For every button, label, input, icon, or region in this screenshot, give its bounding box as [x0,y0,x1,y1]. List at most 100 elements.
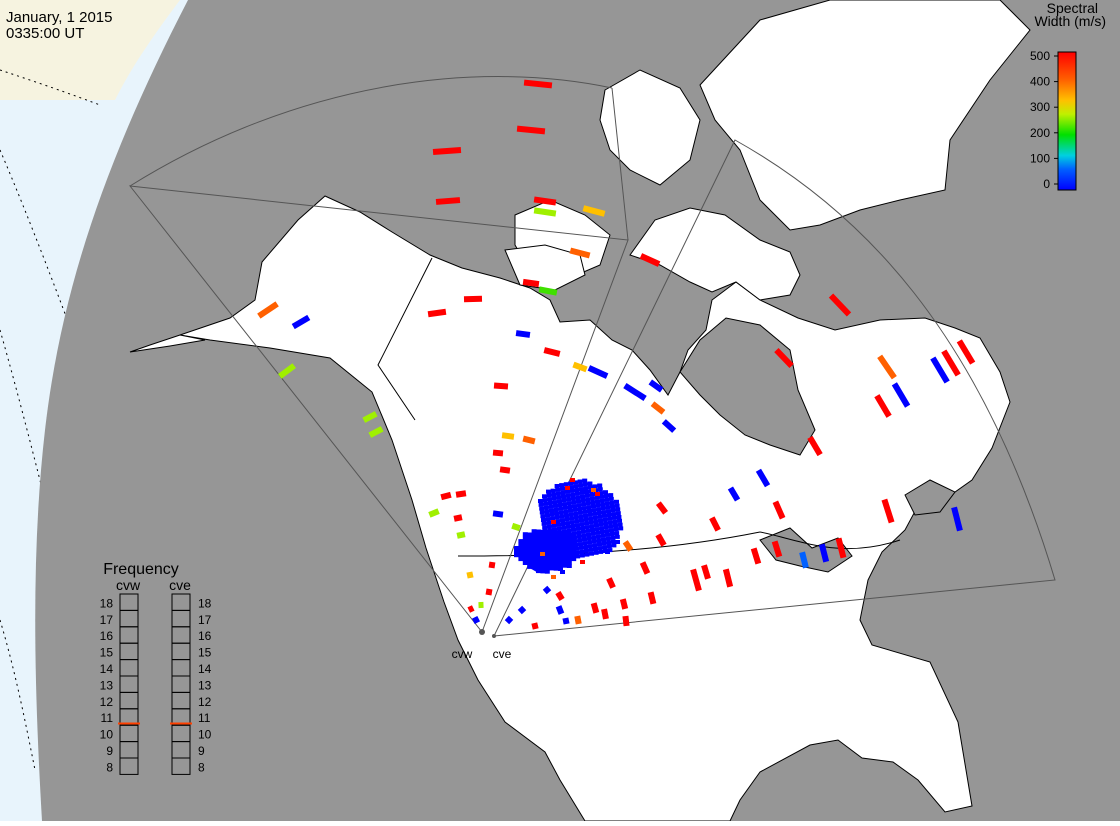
scatter-patch [570,489,575,493]
scatter-patch [584,521,589,525]
scatter-patch [607,544,612,548]
scatter-patch [551,524,556,528]
scatter-patch [558,545,563,549]
scatter-patch [583,482,588,486]
scatter-patch [523,439,535,442]
scatter-patch [554,512,559,516]
scatter-patch [580,522,585,526]
scatter-patch [608,524,613,528]
scatter-patch [601,510,606,514]
scatter-patch [802,552,806,568]
frequency-column-label-cve: cve [169,577,191,593]
frequency-tick-label: 10 [198,728,212,742]
scatter-patch [532,558,537,562]
scatter-patch [590,528,595,532]
scatter-patch [565,486,570,490]
scatter-patch [571,546,576,550]
scatter-patch [558,531,563,535]
scatter-patch [559,511,564,515]
scatter-patch [523,561,528,565]
scatter-patch [551,493,556,497]
scatter-patch [587,540,592,544]
scatter-patch [558,549,563,553]
scatter-patch [573,512,578,516]
scatter-patch [566,497,571,501]
scatter-patch [540,530,545,534]
scatter-patch [562,542,567,546]
scatter-patch [616,515,621,519]
scatter-patch [532,562,537,566]
scatter-patch [588,517,593,521]
scatter-patch [549,548,554,552]
scatter-patch [606,509,611,513]
scatter-patch [560,518,565,522]
scatter-patch [548,505,553,509]
colorbar-tick-label: 500 [1030,49,1050,63]
scatter-patch [581,534,586,538]
scatter-patch [582,506,587,510]
scatter-patch [581,502,586,506]
scatter-patch [576,527,581,531]
scatter-patch [567,553,572,557]
scatter-patch [539,289,557,292]
scatter-patch [587,482,592,486]
scatter-patch [538,499,543,503]
scatter-patch [562,546,567,550]
scatter-patch [606,537,611,541]
scatter-patch [578,542,583,546]
scatter-patch [609,501,614,505]
scatter-patch [457,534,465,536]
scatter-patch [568,509,573,513]
scatter-patch [571,536,576,540]
scatter-patch [572,504,577,508]
scatter-patch [599,526,604,530]
scatter-patch [532,554,537,558]
scatter-patch [596,507,601,511]
colorbar-tick-label: 100 [1030,151,1050,165]
scatter-patch [514,553,519,557]
scatter-patch [582,479,587,483]
scatter-patch [554,534,559,538]
scatter-patch [543,502,548,506]
scatter-patch [517,129,545,132]
scatter-patch [545,545,550,549]
scatter-patch [591,504,596,508]
scatter-patch [600,530,605,534]
scatter-patch [554,531,559,535]
scatter-patch [554,538,559,542]
scatter-patch [614,500,619,504]
scatter-patch [518,546,523,550]
scatter-patch [558,593,562,600]
scatter-patch [575,523,580,527]
radar-label-cvw: cvw [452,647,473,661]
colorbar-tick-label: 200 [1030,126,1050,140]
scatter-patch [562,498,567,502]
scatter-patch [605,502,610,506]
scatter-patch [469,608,474,610]
scatter-patch [593,547,598,551]
scatter-patch [562,531,567,535]
scatter-patch [441,495,451,498]
frequency-tick-label: 12 [100,695,114,709]
scatter-patch [615,504,620,508]
scatter-patch [551,489,556,493]
frequency-tick-label: 18 [100,596,114,610]
scatter-patch [554,508,559,512]
scatter-patch [561,522,566,526]
scatter-patch [822,544,826,561]
scatter-patch [554,545,559,549]
frequency-tick-label: 18 [198,596,212,610]
frequency-tick-label: 14 [100,662,114,676]
scatter-patch [585,525,590,529]
scatter-patch [518,539,523,543]
scatter-patch [532,565,537,569]
scatter-patch [566,525,571,529]
scatter-patch [579,518,584,522]
scatter-patch [534,210,556,213]
scatter-patch [726,569,730,586]
scatter-patch [520,608,524,612]
scatter-patch [590,501,595,505]
scatter-patch [554,563,559,567]
scatter-patch [540,548,545,552]
